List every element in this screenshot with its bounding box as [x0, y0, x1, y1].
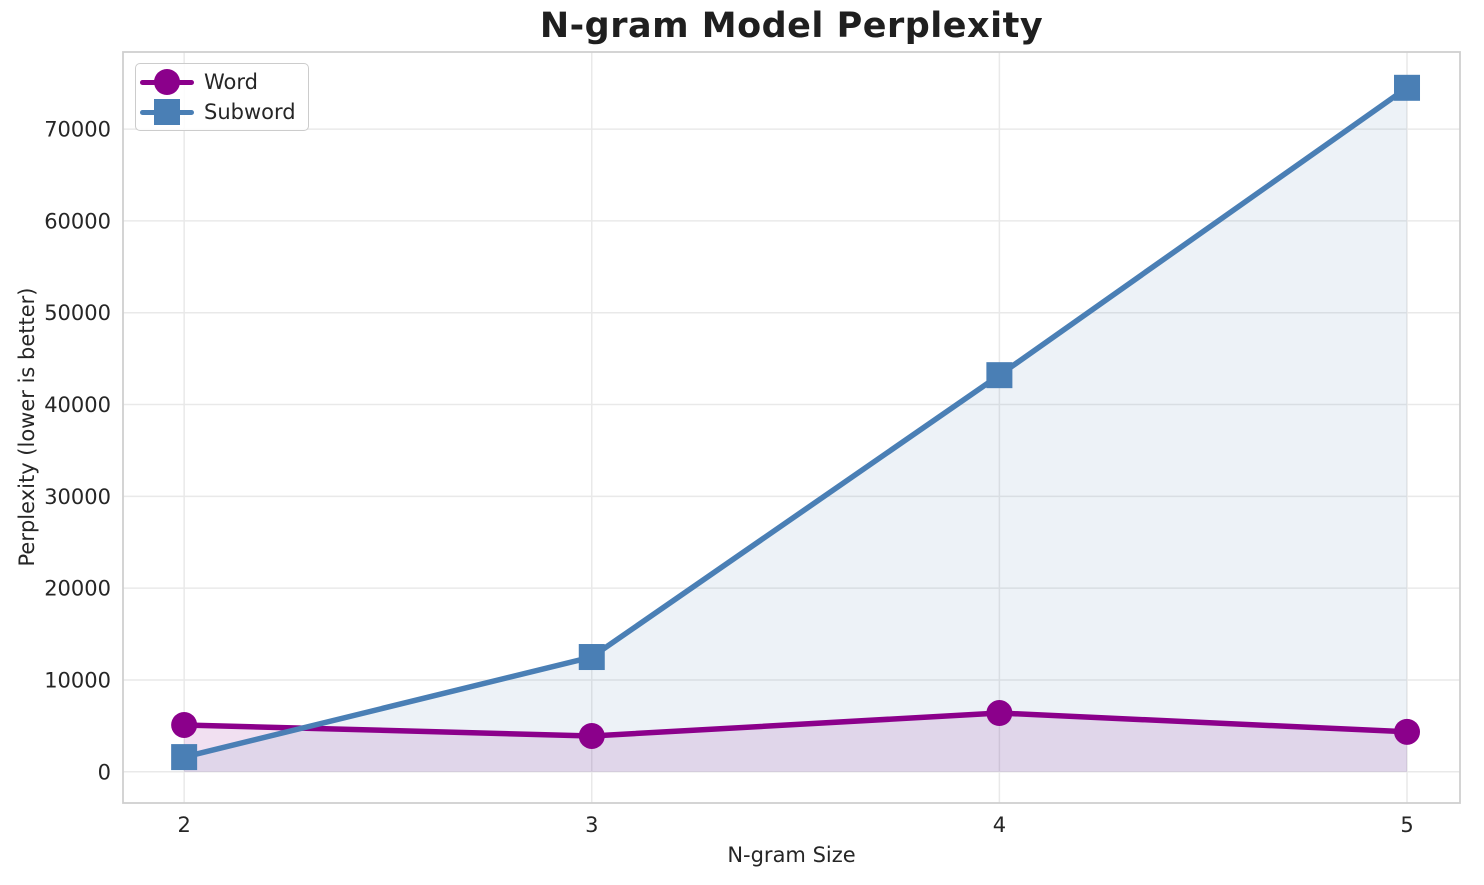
marker-word: [171, 711, 198, 738]
y-tick-label: 0: [98, 760, 111, 784]
word-line-circle-marker-icon: [140, 68, 194, 96]
x-axis-label: N-gram Size: [727, 843, 856, 867]
legend-label-word: Word: [204, 70, 258, 94]
subword-line-square-marker-icon: [140, 98, 194, 126]
x-tick-label: 2: [177, 813, 190, 837]
marker-word: [578, 722, 605, 749]
x-tick-label: 5: [1400, 813, 1413, 837]
marker-subword: [171, 744, 198, 771]
x-tick-label: 3: [585, 813, 598, 837]
axes-spines: [122, 51, 1461, 804]
y-tick-label: 10000: [44, 668, 111, 692]
y-tick-label: 40000: [44, 393, 111, 417]
marker-subword: [986, 362, 1013, 389]
y-tick-label: 70000: [44, 118, 111, 142]
area-fill-subword: [184, 87, 1408, 772]
series-line-subword: [181, 85, 1410, 760]
marker-subword: [578, 644, 605, 671]
marker-word: [1394, 718, 1421, 745]
y-tick-label: 30000: [44, 485, 111, 509]
marker-word: [986, 700, 1013, 727]
legend: Word Subword: [135, 63, 309, 131]
y-tick-label: 20000: [44, 577, 111, 601]
chart-title: N-gram Model Perplexity: [539, 6, 1044, 46]
area-fill-word: [184, 713, 1408, 772]
legend-label-subword: Subword: [204, 100, 296, 124]
marker-subword: [1394, 74, 1421, 101]
y-axis-label: Perplexity (lower is better): [15, 287, 39, 567]
y-tick-label: 60000: [44, 209, 111, 233]
legend-item-word: Word: [140, 67, 296, 97]
x-tick-label: 4: [993, 813, 1006, 837]
legend-item-subword: Subword: [140, 97, 296, 127]
y-tick-label: 50000: [44, 301, 111, 325]
series-line-word: [181, 710, 1410, 739]
